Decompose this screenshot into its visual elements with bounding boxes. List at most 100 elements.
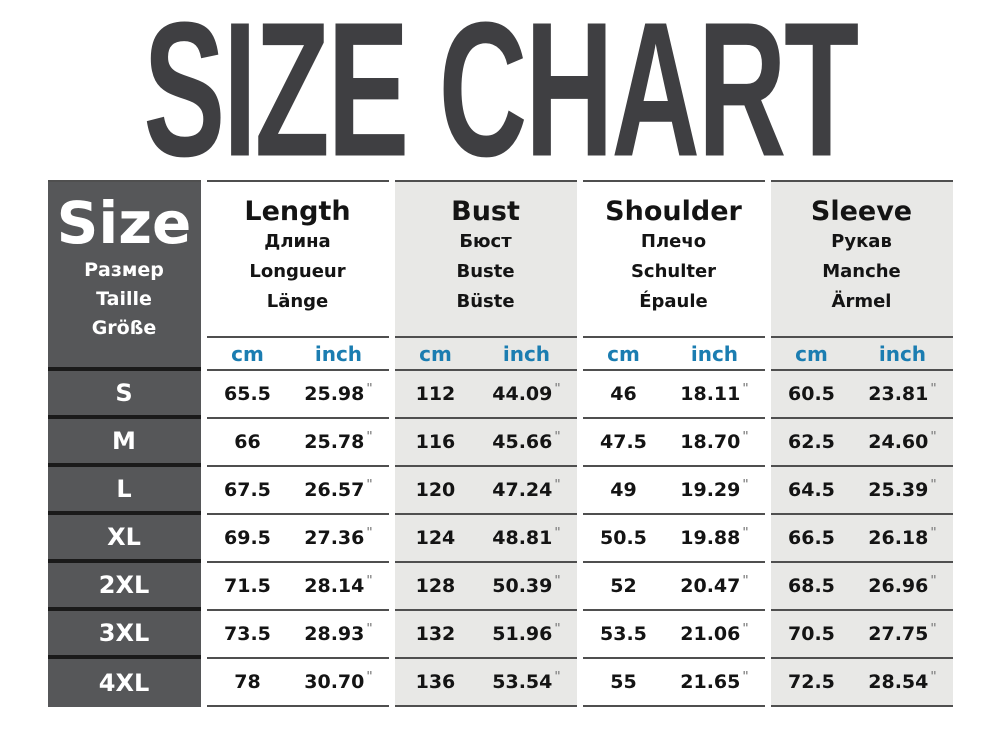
table-row: 70.5 27.75 " [770,611,953,659]
table-row: 62.5 24.60 " [770,419,953,467]
inch-mark: " [366,573,373,587]
table-row: 66.5 26.18 " [770,515,953,563]
shoulder-column: Shoulder Плечо Schulter Épaule cm inch 4… [582,180,765,707]
size-row-label-4xl: 4XL [98,669,150,697]
length-unit-cm: cm [231,341,264,366]
bust-header-translation-de: Büste [456,291,515,313]
sleeve-inch-value: 28.54 " [852,669,952,693]
length-inch-value: 27.36 " [288,525,388,549]
inch-mark: " [366,381,373,395]
size-row-label-2xl: 2XL [47,563,201,611]
shoulder-header-translation-fr: Épaule [639,291,708,313]
size-header-translation-fr: Taille [96,287,152,310]
shoulder-inch-value: 19.29 " [664,477,764,501]
table-row: 128 50.39 " [394,563,577,611]
shoulder-inch-value: 19.88 " [664,525,764,549]
sleeve-inch-value: 27.75 " [852,621,952,645]
inch-number: 26.96 [868,575,929,597]
inch-mark: " [930,477,937,491]
title-area: SIZE CHART [0,0,1000,185]
inch-mark: " [930,429,937,443]
table-row: 136 53.54 " [394,659,577,707]
size-row-label-l: L [47,467,201,515]
inch-number: 28.14 [304,575,365,597]
inch-number: 21.65 [680,671,741,693]
shoulder-inch-value: 18.70 " [664,429,764,453]
inch-number: 20.47 [680,575,741,597]
shoulder-unit-cm: cm [607,341,640,366]
inch-number: 25.39 [868,479,929,501]
sleeve-header-translation-de: Ärmel [831,291,892,313]
table-row: 64.5 25.39 " [770,467,953,515]
length-inch-value: 28.14 " [288,573,388,597]
table-row: 52 20.47 " [582,563,765,611]
inch-number: 45.66 [492,431,553,453]
inch-mark: " [554,381,561,395]
inch-mark: " [366,525,373,539]
inch-number: 51.96 [492,623,553,645]
size-row-label-m: M [47,419,201,467]
sleeve-header-label: Sleeve [810,196,913,227]
bust-column: Bust Бюст Buste Büste cm inch 112 44.09 "… [394,180,577,707]
inch-number: 28.54 [868,671,929,693]
sleeve-inch-value: 23.81 " [852,381,952,405]
table-row: 112 44.09 " [394,371,577,419]
sleeve-inch-value: 26.96 " [852,573,952,597]
inch-mark: " [366,669,373,683]
inch-number: 19.29 [680,479,741,501]
inch-number: 47.24 [492,479,553,501]
table-row: 71.5 28.14 " [206,563,389,611]
bust-inch-value: 48.81 " [476,525,576,549]
page-title: SIZE CHART [143,0,859,197]
table-row: 53.5 21.06 " [582,611,765,659]
inch-mark: " [742,381,749,395]
size-header: Size Размер Taille Größe [47,180,201,371]
length-inch-value: 30.70 " [288,669,388,693]
table-row: 78 30.70 " [206,659,389,707]
inch-number: 28.93 [304,623,365,645]
bust-header: Bust Бюст Buste Büste [394,180,577,338]
sleeve-header-translation-ru: Рукав [831,231,892,253]
inch-mark: " [366,621,373,635]
length-inch-value: 25.98 " [288,381,388,405]
bust-inch-value: 50.39 " [476,573,576,597]
inch-mark: " [554,429,561,443]
sleeve-inch-value: 24.60 " [852,429,952,453]
length-header-translation-fr: Longueur [249,261,346,283]
inch-number: 24.60 [868,431,929,453]
table-row: 132 51.96 " [394,611,577,659]
size-column: Size Размер Taille Größe S M L XL 2XL 3X… [47,180,201,707]
inch-number: 18.11 [680,383,741,405]
table-row: 50.5 19.88 " [582,515,765,563]
inch-number: 44.09 [492,383,553,405]
length-header-translation-ru: Длина [264,231,331,253]
sleeve-cm-value: 60.5 [788,383,835,405]
length-inch-value: 28.93 " [288,621,388,645]
inch-mark: " [742,477,749,491]
inch-mark: " [930,621,937,635]
bust-inch-value: 53.54 " [476,669,576,693]
length-units-row: cm inch [206,338,389,371]
table-row: 73.5 28.93 " [206,611,389,659]
inch-number: 21.06 [680,623,741,645]
table-row: 124 48.81 " [394,515,577,563]
size-row-label-xl: XL [47,515,201,563]
sleeve-cm-value: 70.5 [788,623,835,645]
table-row: 47.5 18.70 " [582,419,765,467]
size-table: Size Размер Taille Größe S M L XL 2XL 3X… [47,180,953,707]
size-row-label-3xl: 3XL [47,611,201,659]
table-row: 120 47.24 " [394,467,577,515]
size-header-translation-ru: Размер [84,258,164,281]
sleeve-cm-value: 66.5 [788,527,835,549]
inch-mark: " [742,525,749,539]
shoulder-header-translation-de: Schulter [630,261,717,283]
bust-unit-inch: inch [502,341,551,366]
table-row: 65.5 25.98 " [206,371,389,419]
length-unit-inch: inch [314,341,363,366]
shoulder-unit-inch: inch [690,341,739,366]
shoulder-cm-value: 53.5 [600,623,647,645]
shoulder-header: Shoulder Плечо Schulter Épaule [582,180,765,338]
inch-number: 27.75 [868,623,929,645]
shoulder-inch-value: 18.11 " [664,381,764,405]
shoulder-cm-value: 46 [610,383,637,405]
